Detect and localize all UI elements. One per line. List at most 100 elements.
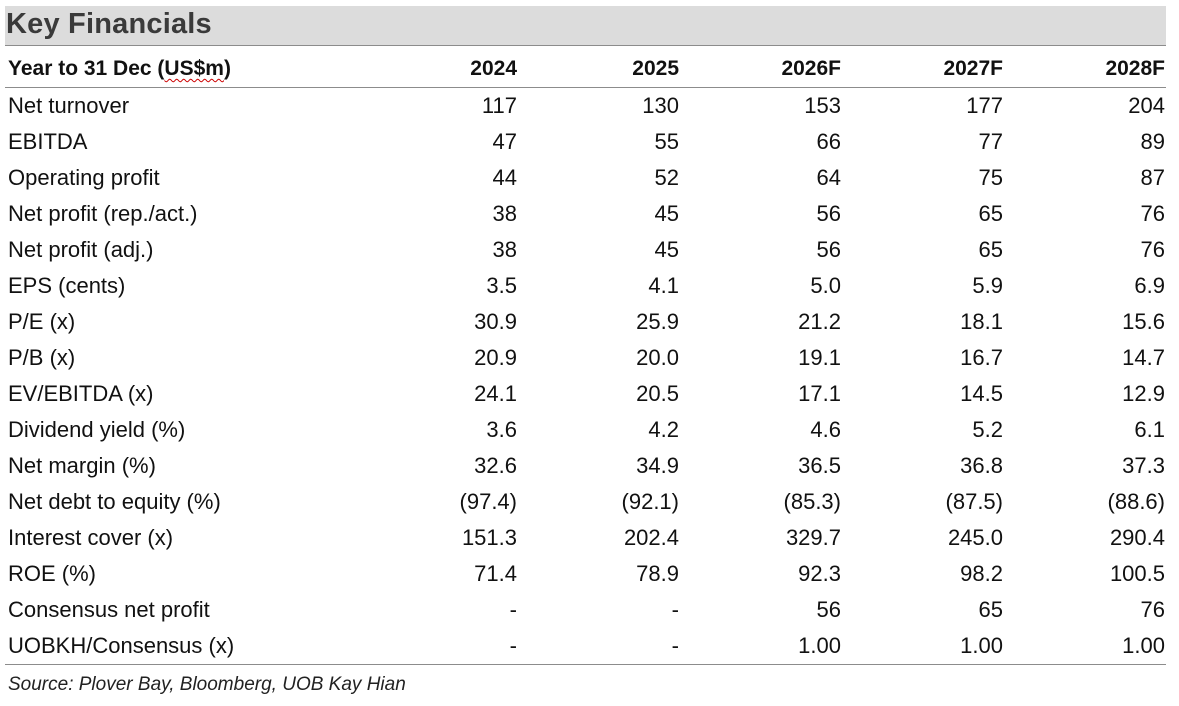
- row-label: Interest cover (x): [8, 525, 174, 550]
- cell-value: 16.7: [960, 345, 1003, 370]
- cell-value: 47: [492, 129, 517, 154]
- table-row: P/E (x) 30.9 25.9 21.2 18.1 15.6: [5, 304, 1166, 340]
- table-header: Year to 31 Dec (US$m) 2024 2025 2026F 20…: [5, 51, 1166, 88]
- row-label: EPS (cents): [8, 273, 126, 298]
- cell-value: 56: [816, 201, 841, 226]
- cell-value: 76: [1140, 597, 1165, 622]
- title-bar: Key Financials: [5, 6, 1166, 46]
- cell-value: 45: [654, 237, 679, 262]
- cell-value: 66: [816, 129, 841, 154]
- cell-value: 75: [978, 165, 1003, 190]
- cell-value: 15.6: [1122, 309, 1165, 334]
- table-row: Interest cover (x) 151.3 202.4 329.7 245.0 29…: [5, 520, 1166, 556]
- table-row: UOBKH/Consensus (x) - -1.00 1.00 1.00: [5, 628, 1166, 665]
- cell-value: 204: [1128, 93, 1165, 118]
- cell-value: 130: [642, 93, 679, 118]
- cell-value: 92.3: [798, 561, 841, 586]
- cell-value: 5.2: [972, 417, 1003, 442]
- cell-value: 55: [654, 129, 679, 154]
- cell-value: 21.2: [798, 309, 841, 334]
- cell-value: 5.9: [972, 273, 1003, 298]
- cell-value: 329.7: [785, 525, 841, 550]
- cell-value: 14.7: [1122, 345, 1165, 370]
- cell-value: 36.5: [798, 453, 841, 478]
- header-year: 2026F: [680, 51, 842, 88]
- cell-value: 4.1: [648, 273, 679, 298]
- cell-value: 117: [481, 93, 517, 118]
- row-label: Dividend yield (%): [8, 417, 186, 442]
- table-row: ROE (%) 71.4 78.9 92.3 98.2 100.5: [5, 556, 1166, 592]
- cell-value: 89: [1140, 129, 1165, 154]
- key-financials-table: Year to 31 Dec (US$m) 2024 2025 2026F 20…: [5, 51, 1166, 665]
- cell-value: -: [518, 628, 680, 665]
- table-row: P/B (x) 20.9 20.0 19.1 16.7 14.7: [5, 340, 1166, 376]
- cell-value: 77: [978, 129, 1003, 154]
- cell-value: 4.2: [648, 417, 679, 442]
- table-row: EBITDA 47 55 66 77 89: [5, 124, 1166, 160]
- table-row: EV/EBITDA (x) 24.1 20.5 17.1 14.5 12.9: [5, 376, 1166, 412]
- cell-value: 4.6: [810, 417, 841, 442]
- cell-value: 1.00: [1004, 628, 1166, 665]
- cell-value: 18.1: [960, 309, 1003, 334]
- table-row: Net debt to equity (%) (97.4) (92.1) (85.3)…: [5, 484, 1166, 520]
- cell-value: 38: [492, 237, 517, 262]
- page-title: Key Financials: [6, 8, 212, 40]
- cell-value: 30.9: [474, 309, 517, 334]
- row-label: Operating profit: [8, 165, 160, 190]
- table-row: Dividend yield (%) 3.6 4.2 4.6 5.2 6.1: [5, 412, 1166, 448]
- cell-value: 56: [816, 237, 841, 262]
- header-label-suffix: ): [223, 57, 231, 80]
- cell-value: (88.6): [1107, 489, 1165, 514]
- table-row: Net turnover 117 130 153 177 204: [5, 88, 1166, 125]
- cell-value: 76: [1140, 201, 1165, 226]
- table-row: Net margin (%) 32.6 34.9 36.5 36.8 37.3: [5, 448, 1166, 484]
- cell-value: 153: [804, 93, 841, 118]
- cell-value: (85.3): [783, 489, 841, 514]
- cell-value: (87.5): [945, 489, 1003, 514]
- cell-value: 44: [492, 165, 517, 190]
- cell-value: 19.1: [798, 345, 841, 370]
- cell-value: 87: [1140, 165, 1165, 190]
- header-year: 2028F: [1004, 51, 1166, 88]
- cell-value: 5.0: [810, 273, 841, 298]
- row-label: Net debt to equity (%): [8, 489, 221, 514]
- cell-value: 24.1: [474, 381, 517, 406]
- cell-value: 78.9: [636, 561, 679, 586]
- cell-value: 71.4: [474, 561, 517, 586]
- cell-value: 37.3: [1122, 453, 1165, 478]
- cell-value: 6.1: [1134, 417, 1165, 442]
- cell-value: 6.9: [1134, 273, 1165, 298]
- cell-value: 56: [816, 597, 841, 622]
- header-label-unit: US$m: [164, 57, 224, 80]
- header-row: Year to 31 Dec (US$m) 2024 2025 2026F 20…: [5, 51, 1166, 88]
- table-row: Consensus net profit - - 56 65 76: [5, 592, 1166, 628]
- table-row: Net profit (rep./act.) 38 45 56 65 76: [5, 196, 1166, 232]
- cell-value: 38: [492, 201, 517, 226]
- cell-value: 52: [654, 165, 679, 190]
- cell-value: -: [509, 597, 517, 622]
- row-label: Net margin (%): [8, 453, 156, 478]
- row-label: P/E (x): [8, 309, 76, 334]
- cell-value: 177: [966, 93, 1003, 118]
- cell-value: 202.4: [623, 525, 679, 550]
- row-label: Net turnover: [8, 93, 130, 118]
- cell-value: (97.4): [459, 489, 517, 514]
- cell-value: 76: [1140, 237, 1165, 262]
- cell-value: 245.0: [947, 525, 1003, 550]
- cell-value: 290.4: [1109, 525, 1165, 550]
- cell-value: 100.5: [1109, 561, 1165, 586]
- cell-value: 1.00: [842, 628, 1004, 665]
- cell-value: 98.2: [960, 561, 1003, 586]
- row-label: EV/EBITDA (x): [8, 381, 154, 406]
- cell-value: 45: [654, 201, 679, 226]
- source-note: Source: Plover Bay, Bloomberg, UOB Kay H…: [8, 674, 406, 695]
- cell-value: 20.0: [636, 345, 679, 370]
- row-label: P/B (x): [8, 345, 76, 370]
- cell-value: (92.1): [621, 489, 679, 514]
- header-year: 2025: [518, 51, 680, 88]
- cell-value: 151.3: [461, 525, 517, 550]
- cell-value: 65: [978, 201, 1003, 226]
- table-row: Net profit (adj.) 38 45 56 65 76: [5, 232, 1166, 268]
- cell-value: 32.6: [474, 453, 517, 478]
- cell-value: -: [671, 597, 679, 622]
